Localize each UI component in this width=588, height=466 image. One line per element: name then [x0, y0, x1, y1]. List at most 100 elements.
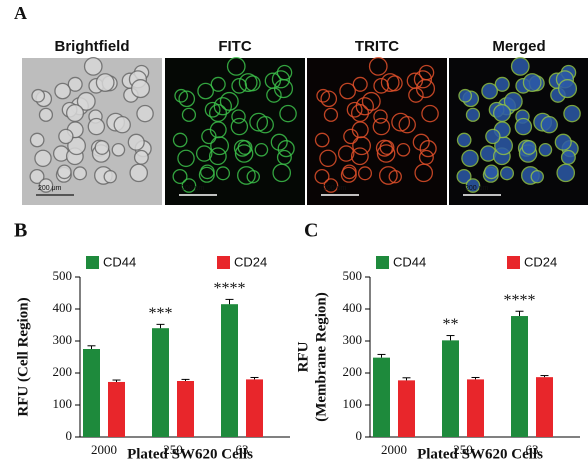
cell [316, 88, 331, 103]
scale-bar-label: 200 μm [38, 185, 62, 192]
cell [72, 166, 88, 181]
cell [65, 103, 85, 123]
cell [230, 117, 249, 136]
x-tick-label: 63 [236, 442, 249, 457]
cell [83, 56, 103, 76]
cell [29, 132, 45, 148]
image-title: Brightfield [55, 38, 130, 55]
cell [219, 91, 239, 111]
bar [467, 379, 484, 437]
bar [152, 328, 169, 437]
cell [129, 163, 149, 183]
cell [136, 104, 154, 123]
cell [373, 109, 388, 124]
cell [226, 56, 246, 76]
cell [560, 149, 576, 165]
cell [215, 166, 231, 181]
cell [413, 70, 433, 89]
cell [270, 133, 288, 151]
cell [103, 169, 117, 184]
cell [465, 107, 481, 122]
cell [379, 140, 395, 155]
cell [557, 79, 578, 99]
scale-bar-label: 200 μm [465, 185, 489, 192]
x-axis-label: Plated SW620 Cells [417, 446, 543, 462]
cell [412, 133, 430, 151]
cell [514, 117, 533, 136]
y-tick-label: 100 [53, 396, 73, 411]
y-tick-label: 300 [343, 332, 363, 347]
cell [314, 168, 330, 185]
error-bar [225, 298, 234, 305]
cell [376, 144, 396, 163]
panel-label: B [14, 220, 27, 242]
bar [177, 381, 194, 437]
cell [237, 166, 256, 185]
cell [419, 140, 437, 158]
cell [357, 166, 373, 181]
cell [421, 104, 439, 123]
y-tick-label: 200 [343, 364, 363, 379]
significance: ** [443, 316, 459, 333]
cell [538, 142, 553, 157]
cell [31, 88, 46, 103]
x-axis-label: Plated SW620 Cells [127, 446, 253, 462]
error-bar [87, 345, 96, 349]
cell [87, 117, 106, 136]
y-tick-label: 0 [66, 428, 73, 443]
cell [368, 56, 388, 76]
bar [373, 357, 390, 437]
cell [237, 140, 253, 155]
cell [352, 76, 368, 92]
micrograph [307, 58, 447, 205]
cell [38, 178, 54, 193]
cell [234, 144, 254, 163]
cell [484, 164, 499, 180]
error-bar [377, 353, 386, 358]
cell [340, 166, 357, 183]
legend-label: CD44 [393, 254, 426, 269]
cell [213, 97, 232, 116]
cell [254, 142, 269, 157]
bar [536, 377, 553, 437]
cell [111, 142, 126, 157]
cell [127, 133, 145, 151]
y-axis-label: (Membrane Region) [313, 292, 329, 422]
cell [174, 88, 189, 103]
cell [492, 103, 512, 123]
x-tick-label: 2000 [91, 442, 117, 457]
y-tick-label: 300 [53, 332, 73, 347]
error-bar [471, 376, 480, 380]
cell [323, 107, 339, 122]
y-axis-label: RFU (Cell Region) [15, 297, 31, 416]
y-tick-label: 500 [53, 268, 73, 283]
error-bar [156, 323, 165, 329]
cell [256, 116, 274, 134]
bar [246, 379, 263, 437]
legend-label: CD44 [103, 254, 136, 269]
cell [195, 145, 213, 162]
cell [94, 140, 110, 155]
cell [396, 142, 411, 157]
y-tick-label: 200 [53, 364, 73, 379]
y-tick-label: 100 [343, 396, 363, 411]
cell [456, 168, 472, 185]
bar [108, 381, 125, 437]
y-tick-label: 500 [343, 268, 363, 283]
cell [113, 116, 131, 134]
cell [503, 91, 523, 111]
cell [337, 145, 355, 162]
cell [181, 178, 197, 193]
legend-label: CD24 [234, 254, 267, 269]
bar [511, 316, 528, 437]
cell [133, 149, 149, 165]
error-bar [181, 378, 190, 381]
cell [530, 169, 544, 184]
error-bar [446, 335, 455, 341]
cell [461, 149, 479, 168]
y-axis-label: RFU [295, 341, 311, 372]
cell [279, 104, 297, 123]
cell [485, 128, 501, 145]
cell [521, 140, 537, 155]
x-tick-label: 250 [453, 442, 473, 457]
